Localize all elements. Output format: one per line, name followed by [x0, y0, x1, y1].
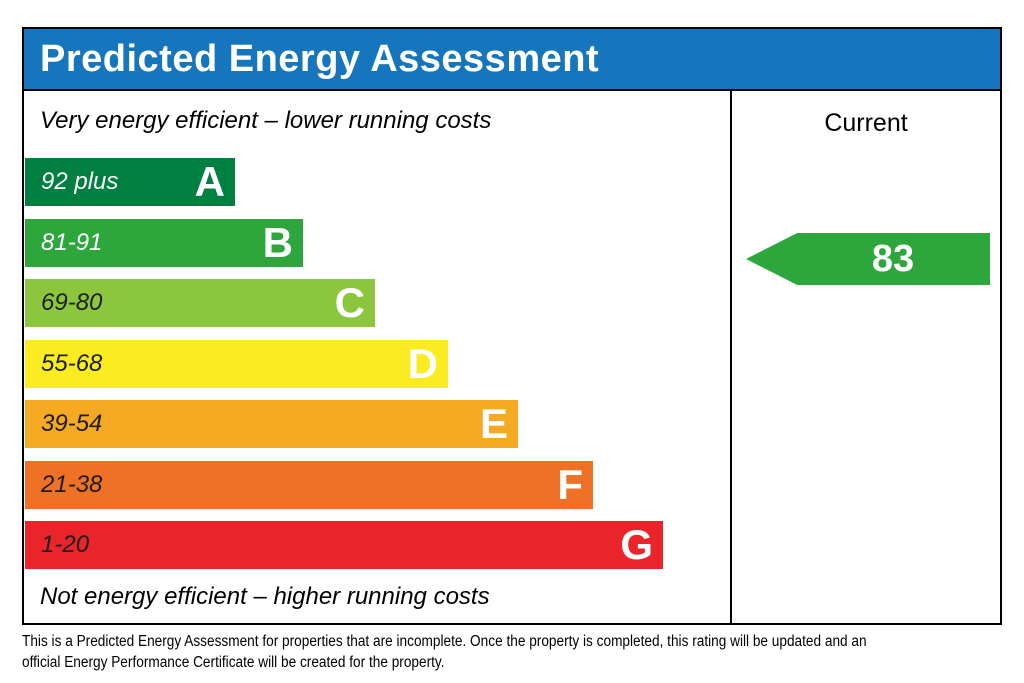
top-note: Very energy efficient – lower running co… [40, 107, 492, 134]
band-C: 69-80 C [25, 279, 375, 327]
band-F: 21-38 F [25, 460, 593, 509]
band-letter: A [194, 158, 225, 205]
energy-assessment-chart: Predicted Energy Assessment Very energy … [22, 27, 1002, 625]
footer-line-2: official Energy Performance Certificate … [22, 654, 445, 671]
chart-body: Very energy efficient – lower running co… [24, 91, 1000, 623]
footer-line-1: This is a Predicted Energy Assessment fo… [22, 633, 867, 650]
band-range-label: 21-38 [41, 470, 103, 498]
band-D: 55-68 D [25, 339, 448, 388]
current-rating-value: 83 [871, 237, 915, 280]
band-range-label: 92 plus [41, 168, 119, 195]
footer-note: This is a Predicted Energy Assessment fo… [22, 631, 982, 673]
band-letter: E [479, 400, 508, 447]
rating-scale: Very energy efficient – lower running co… [24, 91, 730, 623]
band-range-label: 1-20 [41, 531, 90, 558]
band-range-label: 69-80 [41, 289, 103, 316]
band-A: 92 plus A [25, 158, 235, 206]
page-title: Predicted Energy Assessment [40, 37, 600, 80]
title-bar: Predicted Energy Assessment [24, 29, 1000, 91]
band-letter: G [620, 521, 653, 568]
band-range-label: 55-68 [41, 349, 103, 377]
band-E: 39-54 E [25, 400, 518, 448]
band-letter: B [262, 218, 293, 266]
band-G: 1-20 G [25, 521, 663, 569]
band-range-label: 39-54 [41, 410, 103, 437]
band-letter: D [407, 339, 438, 387]
bottom-note: Not energy efficient – higher running co… [40, 583, 490, 610]
current-rating-arrow: 83 [746, 233, 990, 285]
band-letter: F [557, 460, 583, 508]
band-B: 81-91 B [25, 218, 303, 267]
band-letter: C [334, 279, 365, 326]
current-column: Current 83 [730, 91, 1000, 623]
band-range-label: 81-91 [41, 228, 103, 256]
current-header: Current [824, 109, 908, 137]
